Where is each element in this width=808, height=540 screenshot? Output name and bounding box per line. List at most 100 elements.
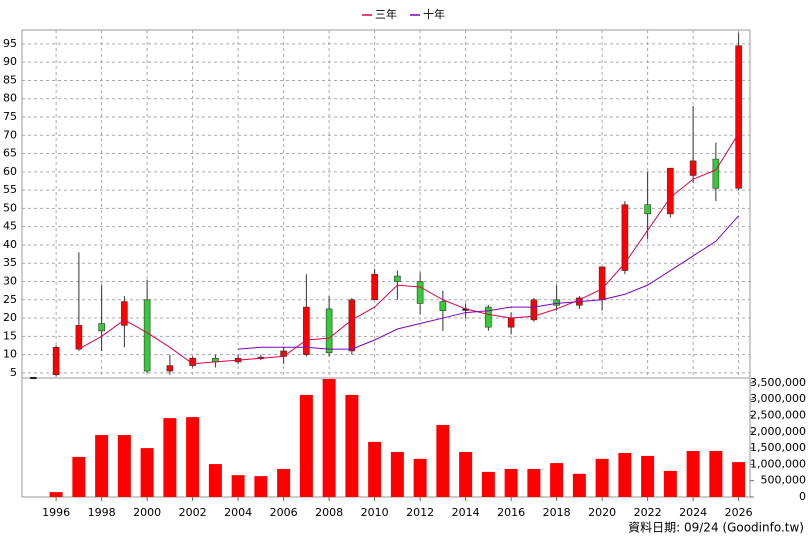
candle-body — [485, 306, 492, 328]
candle-body — [348, 299, 356, 352]
y-tick-label: 90 — [3, 55, 17, 68]
candle-body — [735, 45, 742, 189]
candle-body — [621, 204, 629, 271]
y-tick-label: 85 — [3, 73, 17, 86]
candle-body — [166, 365, 174, 372]
volume-bar — [663, 470, 677, 497]
candle-body — [439, 301, 447, 312]
legend-label: 三年 — [375, 7, 397, 21]
ma-line — [78, 133, 740, 365]
volume-bar — [140, 448, 154, 497]
y-tick-label: 40 — [3, 238, 17, 251]
candle-body — [689, 160, 697, 176]
y-tick-label: 45 — [3, 220, 17, 233]
candle-body — [598, 266, 606, 301]
volume-bar — [299, 394, 313, 497]
y-tick-label: 25 — [3, 293, 17, 306]
volume-bar — [390, 452, 404, 497]
x-tick-label: 1998 — [88, 506, 116, 519]
x-tick-label: 2026 — [725, 506, 753, 519]
volume-bar — [186, 417, 200, 497]
candle-body — [553, 299, 560, 306]
candle-body — [121, 301, 128, 326]
volume-bar — [368, 441, 382, 497]
candle-body — [394, 275, 401, 282]
candle-body — [143, 299, 151, 372]
y2-tick-label: 1,000,000 — [750, 457, 806, 470]
x-tick-label: 1996 — [42, 506, 70, 519]
volume-bar — [208, 464, 222, 497]
x-tick-label: 2010 — [361, 506, 389, 519]
volume-bar — [277, 468, 291, 497]
candle-body — [712, 158, 720, 189]
y2-tick-label: 500,000 — [761, 474, 807, 487]
x-tick-label: 2020 — [588, 506, 616, 519]
y2-tick-label: 2,000,000 — [750, 425, 806, 438]
volume-bar — [481, 471, 495, 497]
y2-tick-label: 0 — [799, 490, 806, 503]
volume-bar — [72, 456, 86, 497]
volume-bar — [504, 468, 518, 497]
volume-bar — [49, 492, 63, 497]
candle-body — [98, 323, 105, 332]
y-tick-label: 65 — [3, 147, 17, 160]
volume-bar — [527, 468, 541, 497]
candle-body — [416, 281, 424, 304]
candle-body — [30, 376, 37, 380]
volume-bar — [95, 435, 109, 497]
candle-body — [52, 346, 60, 376]
y-tick-label: 55 — [3, 183, 17, 196]
y-tick-label: 30 — [3, 274, 17, 287]
volume-bar — [322, 378, 336, 497]
candle-body — [644, 204, 651, 215]
candle-body — [371, 273, 378, 301]
x-tick-label: 2000 — [133, 506, 161, 519]
volume-bar — [163, 418, 177, 497]
y-tick-label: 5 — [10, 366, 17, 379]
volume-bar — [345, 394, 359, 497]
y-tick-label: 15 — [3, 329, 17, 342]
x-tick-label: 2014 — [452, 506, 480, 519]
candle-body — [507, 317, 515, 328]
y-tick-label: 80 — [3, 92, 17, 105]
y-tick-label: 95 — [3, 37, 17, 50]
y2-tick-label: 3,500,000 — [750, 376, 806, 389]
volume-bar — [254, 476, 268, 497]
volume-bar — [231, 475, 245, 497]
y2-tick-label: 3,000,000 — [750, 392, 806, 405]
volume-bar — [117, 435, 131, 497]
x-tick-label: 2002 — [179, 506, 207, 519]
y2-tick-label: 1,500,000 — [750, 441, 806, 454]
x-tick-label: 2022 — [634, 506, 662, 519]
y-tick-label: 70 — [3, 128, 17, 141]
y-tick-label: 60 — [3, 165, 17, 178]
volume-bar — [413, 458, 427, 497]
volume-bar — [618, 452, 632, 497]
volume-bar — [732, 462, 746, 497]
volume-bar — [686, 451, 700, 497]
y2-tick-label: 2,500,000 — [750, 408, 806, 421]
candle-body — [530, 299, 538, 321]
x-tick-label: 2024 — [679, 506, 707, 519]
x-tick-label: 2006 — [270, 506, 298, 519]
x-tick-label: 2004 — [224, 506, 252, 519]
legend-label: 十年 — [423, 7, 445, 21]
x-tick-label: 2018 — [543, 506, 571, 519]
candle-body — [303, 306, 310, 355]
y-tick-label: 20 — [3, 311, 17, 324]
x-tick-label: 2016 — [497, 506, 525, 519]
y-tick-label: 10 — [3, 348, 17, 361]
volume-bar — [436, 424, 450, 497]
candle-body — [325, 308, 333, 354]
x-tick-label: 2008 — [315, 506, 343, 519]
volume-bar — [709, 451, 723, 497]
x-tick-label: 2012 — [406, 506, 434, 519]
y-tick-label: 50 — [3, 201, 17, 214]
volume-bar — [459, 452, 473, 497]
candle-body — [667, 167, 674, 215]
volume-bar — [550, 463, 564, 497]
y-tick-label: 35 — [3, 256, 17, 269]
candle-body — [280, 350, 287, 357]
